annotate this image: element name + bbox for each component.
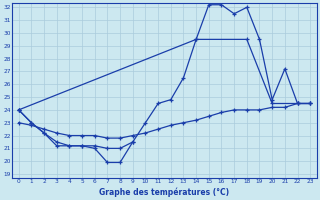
X-axis label: Graphe des températures (°C): Graphe des températures (°C) [100,187,229,197]
